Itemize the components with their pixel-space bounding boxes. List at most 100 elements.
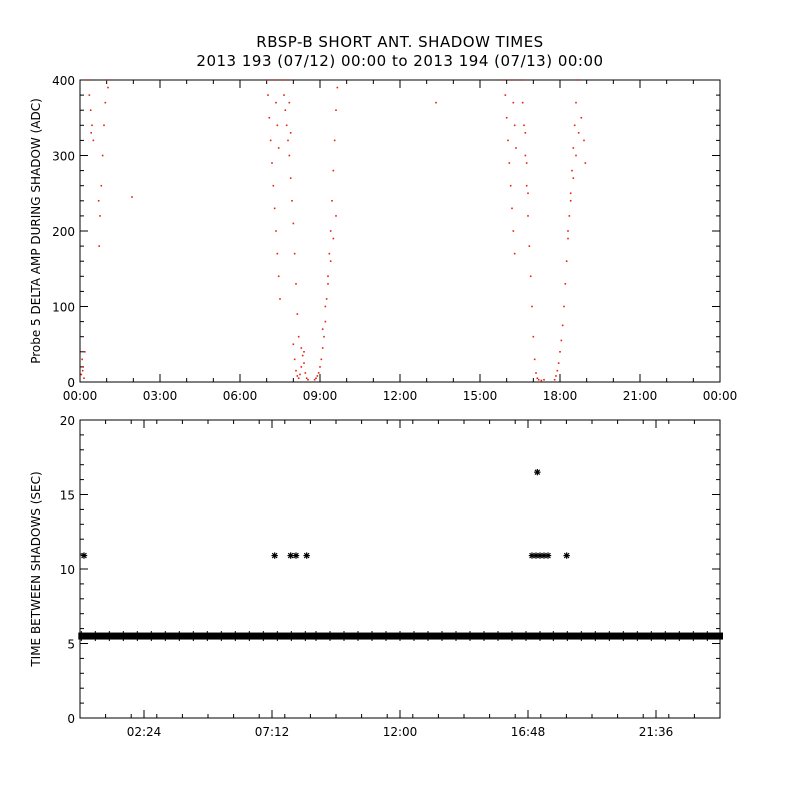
data-point <box>511 79 513 81</box>
x-tick-label: 07:12 <box>255 725 290 739</box>
y-tick-label: 0 <box>67 712 75 726</box>
asterisk-stroke <box>303 552 310 559</box>
data-point <box>576 79 579 81</box>
data-point <box>564 283 567 285</box>
data-point <box>332 237 335 240</box>
x-tick-label: 12:00 <box>383 389 418 403</box>
data-point <box>317 372 320 374</box>
x-tick-label: 03:00 <box>143 389 178 403</box>
y-tick-label: 100 <box>52 301 75 315</box>
data-point <box>512 230 515 232</box>
data-point <box>293 358 296 361</box>
y-tick-label: 15 <box>60 489 75 503</box>
data-point <box>567 230 569 232</box>
data-point <box>572 177 575 179</box>
data-point <box>327 283 329 285</box>
data-point <box>304 372 307 374</box>
data-point <box>565 260 568 262</box>
data-point <box>555 375 557 377</box>
data-point <box>300 366 303 368</box>
data-point <box>329 260 332 262</box>
data-point <box>293 252 296 255</box>
data-point <box>528 245 531 247</box>
x-tick-label: 02:24 <box>127 725 162 739</box>
data-point <box>313 378 316 381</box>
data-point <box>515 147 517 149</box>
data-point <box>288 101 291 104</box>
data-point <box>335 215 337 217</box>
data-point <box>91 124 93 127</box>
data-point <box>536 377 539 380</box>
data-point <box>87 79 89 81</box>
data-point <box>571 169 573 172</box>
data-point <box>525 184 528 187</box>
data-point <box>316 375 319 377</box>
y-tick-label: 10 <box>60 563 75 577</box>
data-point <box>504 94 507 96</box>
data-point <box>89 109 92 111</box>
data-point <box>512 101 515 104</box>
data-point <box>557 362 560 364</box>
time-plot: 02:24 07:12 12:00 16:48 21:36 0 5 10 15 20 TIME BE… <box>29 414 723 739</box>
data-point <box>556 369 559 372</box>
data-point <box>303 351 305 353</box>
data-point <box>103 124 105 127</box>
data-point <box>287 79 289 81</box>
data-point <box>88 94 91 96</box>
data-point <box>285 124 288 127</box>
data-point <box>325 298 328 300</box>
data-point <box>295 369 297 372</box>
data-point <box>295 283 297 285</box>
data-point <box>324 305 327 308</box>
data-point <box>329 230 332 232</box>
data-point <box>559 351 561 353</box>
data-point <box>84 351 86 353</box>
data-point <box>292 343 295 346</box>
data-point <box>107 86 109 89</box>
data-point <box>321 328 324 330</box>
data-point <box>277 275 280 278</box>
data-point <box>328 252 331 255</box>
data-point <box>275 101 277 104</box>
asterisk-stroke <box>287 552 294 559</box>
data-point <box>534 468 541 476</box>
data-point <box>572 147 575 149</box>
data-point <box>324 320 327 323</box>
data-point <box>524 132 527 134</box>
plot-frame <box>79 79 721 383</box>
baseline-band <box>313 632 551 640</box>
y-tick-label: 20 <box>60 414 75 428</box>
data-point <box>289 132 292 134</box>
data-point <box>327 275 329 278</box>
data-point <box>92 139 95 142</box>
data-point <box>99 215 101 217</box>
x-tick-label: 09:00 <box>303 389 338 403</box>
data-point <box>332 169 335 172</box>
data-point <box>98 245 100 247</box>
data-point <box>435 101 437 104</box>
data-point <box>580 116 583 119</box>
x-tick-label: 00:00 <box>703 389 738 403</box>
data-point <box>513 124 516 127</box>
data-point <box>272 184 275 187</box>
data-point <box>268 116 271 119</box>
data-point <box>289 177 292 179</box>
data-point <box>275 230 277 232</box>
y-tick-label: 300 <box>52 150 75 164</box>
data-point <box>287 552 294 559</box>
data-point <box>303 552 310 559</box>
x-tick-label: 18:00 <box>543 389 578 403</box>
data-point <box>297 335 300 338</box>
data-point <box>307 378 309 381</box>
chart-title: RBSP-B SHORT ANT. SHADOW TIMES <box>256 33 544 51</box>
data-point <box>323 335 325 338</box>
data-point <box>131 196 133 198</box>
x-tick-label: 15:00 <box>463 389 498 403</box>
y-tick-label: 400 <box>52 74 75 88</box>
data-point <box>296 313 299 315</box>
asterisk-stroke <box>563 552 570 559</box>
data-point <box>265 79 268 81</box>
data-point <box>508 162 511 164</box>
data-point <box>271 162 273 164</box>
